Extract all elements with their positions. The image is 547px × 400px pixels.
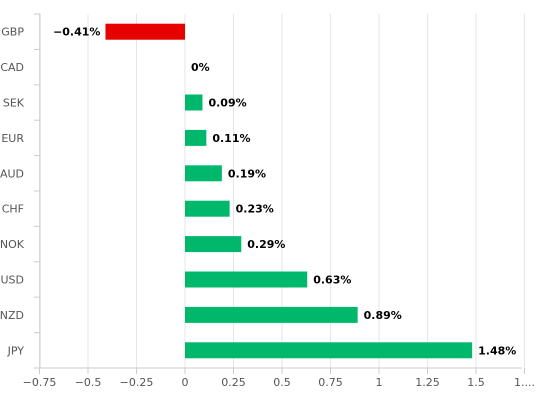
- value-label-gbp: −0.41%: [53, 26, 100, 39]
- x-tick-label: 0.5: [273, 376, 291, 389]
- category-label-sek: SEK: [3, 97, 25, 110]
- x-tick-label: 1.5: [467, 376, 485, 389]
- bar-chf: [185, 200, 230, 217]
- x-tick-label: −0.25: [120, 376, 154, 389]
- category-label-gbp: GBP: [1, 26, 24, 39]
- value-label-nzd: 0.89%: [364, 309, 402, 322]
- grid-lines: [39, 14, 525, 368]
- x-tick-labels: −0.75 −0.5 −0.25 0 0.25 0.5 0.75 1 1.25 1.5 1....: [23, 376, 535, 389]
- value-labels: −0.41% 0% 0.09% 0.11% 0.19% 0.23% 0.29% 0.63% 0.…: [53, 26, 516, 358]
- bar-nzd: [185, 306, 358, 323]
- value-label-nok: 0.29%: [247, 238, 285, 251]
- category-label-eur: EUR: [1, 132, 24, 145]
- bar-sek: [185, 94, 203, 111]
- category-label-cad: CAD: [0, 61, 24, 74]
- x-tick-label: 0: [182, 376, 189, 389]
- bar-aud: [185, 165, 222, 182]
- x-tick-label: 1....: [514, 376, 535, 389]
- x-tick-label: 0.75: [318, 376, 343, 389]
- category-label-aud: AUD: [0, 167, 24, 180]
- bar-nok: [185, 236, 242, 253]
- x-tick-label: 0.25: [221, 376, 246, 389]
- category-label-jpy: JPY: [7, 344, 25, 357]
- value-label-usd: 0.63%: [313, 274, 351, 287]
- bar-gbp: [105, 23, 185, 40]
- category-label-nok: NOK: [0, 238, 25, 251]
- bar-jpy: [185, 342, 473, 359]
- value-label-sek: 0.09%: [208, 97, 246, 110]
- axes: [34, 13, 525, 374]
- bar-usd: [185, 271, 308, 288]
- x-tick-label: −0.5: [75, 376, 102, 389]
- bar-eur: [185, 129, 207, 146]
- bars: [105, 23, 473, 359]
- category-label-chf: CHF: [2, 203, 24, 216]
- value-label-chf: 0.23%: [236, 203, 274, 216]
- x-tick-label: 1.25: [415, 376, 440, 389]
- value-label-aud: 0.19%: [228, 167, 266, 180]
- value-label-jpy: 1.48%: [478, 344, 516, 357]
- x-tick-label: −0.75: [23, 376, 57, 389]
- value-label-eur: 0.11%: [212, 132, 250, 145]
- value-label-cad: 0%: [191, 61, 210, 74]
- category-labels: GBP CAD SEK EUR AUD CHF NOK USD NZD JPY: [0, 26, 25, 358]
- x-tick-label: 1: [376, 376, 383, 389]
- category-label-usd: USD: [0, 274, 24, 287]
- category-label-nzd: NZD: [0, 309, 24, 322]
